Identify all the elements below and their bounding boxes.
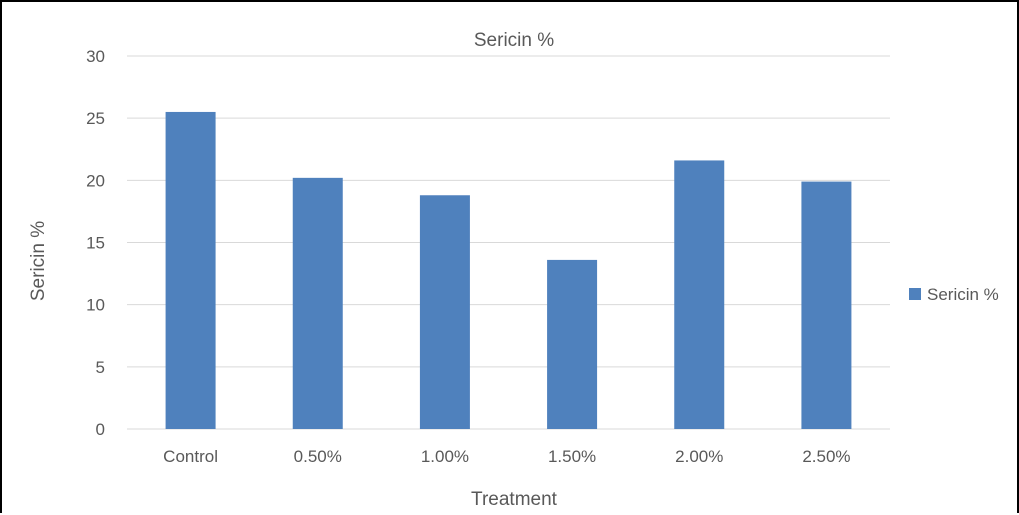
x-tick-label: 2.00%	[675, 447, 723, 466]
bar-2-00	[674, 160, 725, 429]
y-tick-label: 20	[86, 171, 105, 190]
y-tick-label: 15	[86, 234, 105, 253]
chart-title: Sericin %	[474, 30, 554, 51]
bar-1-00	[419, 195, 470, 429]
bar-2-50	[801, 181, 852, 429]
legend-swatch	[909, 288, 921, 300]
gridlines	[127, 55, 890, 430]
x-tick-labels: Control 0.50% 1.00% 1.50% 2.00% 2.50%	[163, 447, 850, 466]
x-tick-label: Control	[163, 447, 218, 466]
y-tick-label: 0	[96, 420, 105, 439]
x-tick-label: 1.50%	[548, 447, 596, 466]
x-tick-label: 0.50%	[294, 447, 342, 466]
x-tick-label: 2.50%	[802, 447, 850, 466]
bar-0-50	[292, 177, 343, 429]
y-tick-labels: 0 5 10 15 20 25 30	[86, 47, 105, 439]
y-axis-title: Sericin %	[28, 221, 49, 301]
bar-control	[165, 111, 216, 429]
bar-1-50	[547, 259, 598, 429]
legend: Sericin %	[909, 285, 999, 304]
y-tick-label: 5	[96, 358, 105, 377]
y-tick-label: 30	[86, 47, 105, 66]
x-tick-label: 1.00%	[421, 447, 469, 466]
y-tick-label: 10	[86, 296, 105, 315]
x-axis-title: Treatment	[471, 489, 558, 510]
y-tick-label: 25	[86, 109, 105, 128]
bars	[165, 111, 852, 429]
legend-label: Sericin %	[927, 285, 999, 304]
